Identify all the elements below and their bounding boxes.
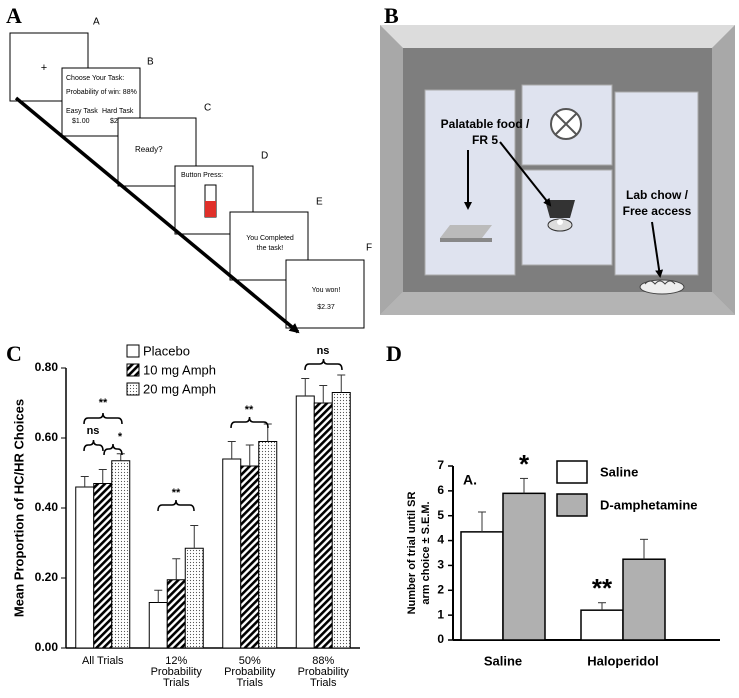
apparatus [380, 25, 735, 315]
screen-text: Ready? [135, 145, 163, 154]
y-axis-label: Mean Proportion of HC/HR Choices [11, 399, 26, 617]
significance-label: A. [463, 472, 477, 488]
bar [623, 559, 665, 640]
bar [503, 493, 545, 640]
bar [241, 466, 259, 648]
screen-text: $2 [110, 118, 118, 125]
x-tick-label: Haloperidol [587, 653, 659, 668]
screen-text: Hard Task [102, 108, 134, 115]
significance-label: * [118, 431, 123, 443]
screen-text: $2.37 [317, 304, 335, 311]
legend-label: Saline [600, 464, 638, 479]
screen-text: + [41, 62, 47, 74]
legend-swatch [127, 383, 139, 395]
bar [223, 459, 241, 648]
legend-swatch [557, 461, 587, 483]
y-tick-label: 0.20 [35, 570, 59, 584]
significance-label: ns [87, 425, 100, 437]
legend-label: 10 mg Amph [143, 362, 216, 377]
y-tick-label: 0.40 [35, 500, 59, 514]
panel-label: B [384, 3, 399, 28]
significance-label: * [519, 449, 530, 479]
y-axis-label: Number of trial until SR [406, 492, 418, 615]
screen-text: $1.00 [72, 118, 90, 125]
panel-label: A [6, 3, 22, 28]
page: A B C D A + B Choose Your Task: Probability of w… [0, 0, 739, 698]
screen-letter: B [147, 57, 154, 68]
panel-label: D [386, 341, 402, 366]
apparatus-label: FR 5 [472, 133, 498, 147]
legend-label: Placebo [143, 343, 190, 358]
screen-letter: A [93, 17, 100, 28]
significance-label: ** [592, 573, 613, 603]
screen-text: You won! [312, 287, 341, 294]
significance-bracket [84, 440, 103, 451]
screen-text: Choose Your Task: [66, 75, 124, 82]
bar [314, 403, 332, 648]
y-tick-label: 4 [437, 533, 444, 547]
legend-swatch [557, 494, 587, 516]
apparatus-label: Free access [623, 204, 692, 218]
significance-label: ** [99, 397, 108, 409]
effort-fill [205, 201, 216, 217]
bar [112, 461, 130, 648]
y-tick-label: 3 [437, 558, 444, 572]
bar [149, 603, 167, 649]
legend-label: D-amphetamine [600, 497, 698, 512]
y-tick-label: 0.00 [35, 640, 59, 654]
significance-bracket [305, 359, 342, 370]
significance-label: ** [245, 404, 254, 416]
screen-text: the task! [257, 245, 284, 252]
panel-label: C [6, 341, 22, 366]
significance-bracket [231, 417, 268, 428]
task-screen [286, 260, 364, 328]
significance-bracket [84, 413, 122, 424]
apparatus-label: Lab chow / [626, 188, 689, 202]
bar [461, 532, 503, 640]
bar [296, 396, 314, 648]
y-tick-label: 0 [437, 632, 444, 646]
bar [581, 610, 623, 640]
y-tick-label: 7 [437, 458, 444, 472]
apparatus-label: Palatable food / [441, 117, 530, 131]
screen-text: Button Press: [181, 172, 223, 179]
legend-swatch [127, 345, 139, 357]
y-tick-label: 0.60 [35, 430, 59, 444]
y-axis-label: arm choice ± S.E.M. [420, 501, 432, 604]
significance-label: ns [317, 345, 330, 357]
bar [332, 393, 350, 649]
x-tick-label: All Trials [82, 655, 124, 667]
screen-text: You Completed [246, 235, 294, 242]
bar [76, 487, 94, 648]
y-tick-label: 6 [437, 483, 444, 497]
y-tick-label: 2 [437, 582, 444, 596]
y-tick-label: 5 [437, 508, 444, 522]
significance-label: ** [172, 487, 181, 499]
bar [259, 442, 277, 649]
y-tick-label: 0.80 [35, 360, 59, 374]
screen-letter: D [261, 151, 268, 162]
y-tick-label: 1 [437, 607, 444, 621]
figure: A B C D A + B Choose Your Task: Probability of w… [0, 0, 739, 698]
bar [94, 484, 112, 649]
screen-letter: C [204, 103, 211, 114]
screen-letter: F [366, 243, 372, 254]
legend-label: 20 mg Amph [143, 381, 216, 396]
legend-swatch [127, 364, 139, 376]
screen-letter: E [316, 197, 323, 208]
significance-bracket [158, 500, 194, 511]
x-tick-label: Saline [484, 653, 522, 668]
screen-text: Easy Task [66, 108, 98, 115]
bar [185, 548, 203, 648]
bar [167, 580, 185, 648]
screen-text: Probability of win: 88% [66, 89, 137, 96]
